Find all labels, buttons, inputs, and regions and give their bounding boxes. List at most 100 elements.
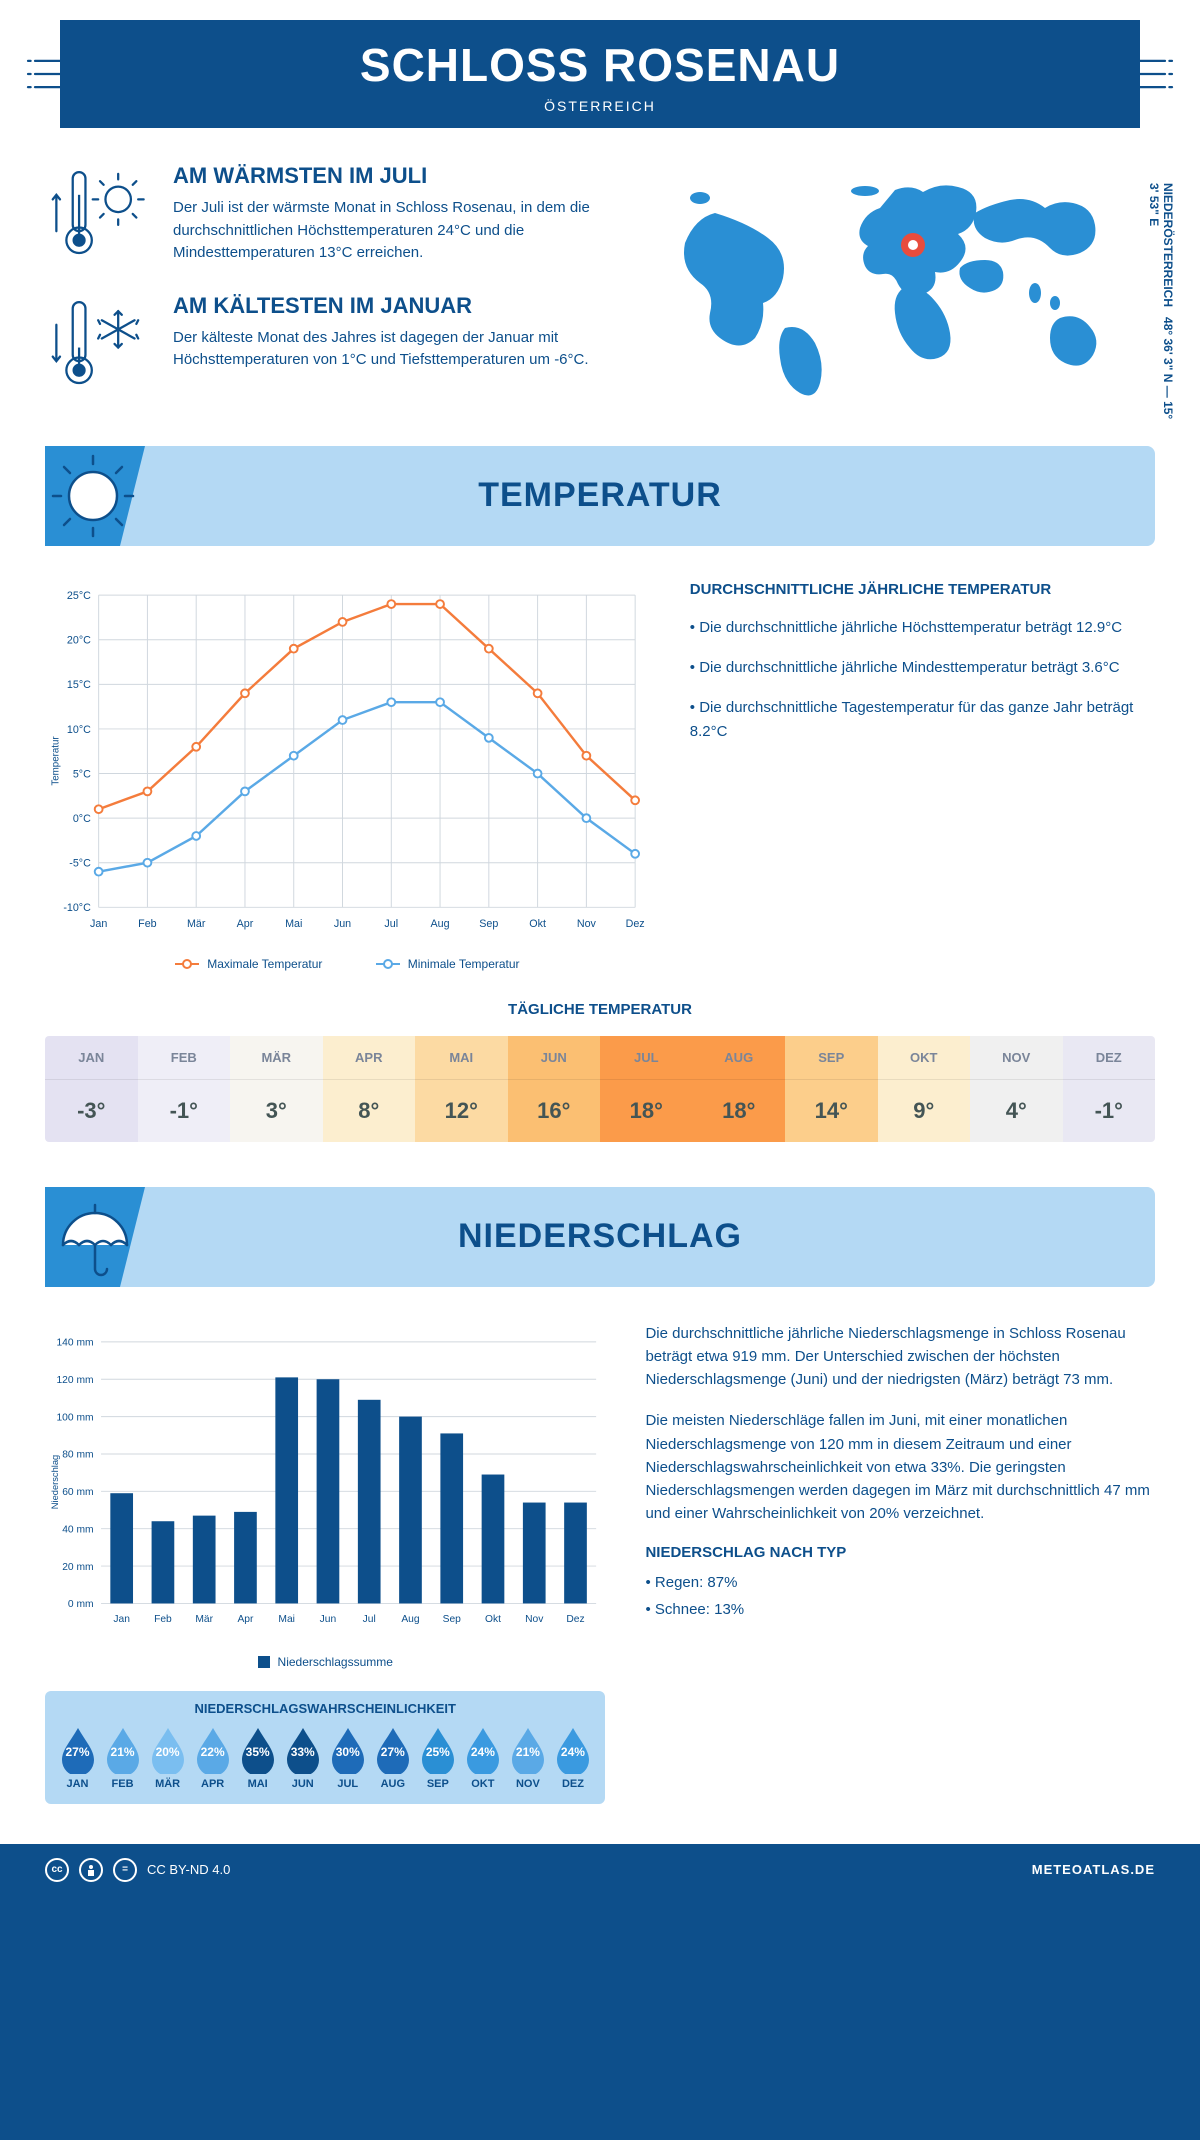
temp-info-pt-2: • Die durchschnittliche Tagestemperatur … [690,696,1155,744]
precip-info: Die durchschnittliche jährliche Niedersc… [645,1322,1155,1804]
daily-month-cell: MÄR [230,1036,323,1080]
page: SCHLOSS ROSENAU ÖSTERREICH AM WÄRMSTEN I… [0,0,1200,1896]
svg-text:Aug: Aug [401,1614,420,1625]
warmest-title: AM WÄRMSTEN IM JULI [173,163,625,189]
daily-month-cell: APR [323,1036,416,1080]
daily-value-cell: 12° [415,1080,508,1142]
sun-section-icon [45,446,165,546]
daily-value-cell: 16° [508,1080,601,1142]
coldest-block: AM KÄLTESTEN IM JANUAR Der kälteste Mona… [45,293,625,393]
temperature-body: -10°C-5°C0°C5°C10°C15°C20°C25°CJanFebMär… [45,581,1155,971]
page-subtitle: ÖSTERREICH [60,98,1140,114]
intro-text-col: AM WÄRMSTEN IM JULI Der Juli ist der wär… [45,163,625,421]
nd-icon: = [113,1858,137,1882]
daily-value-cell: 18° [600,1080,693,1142]
daily-value-cell: 8° [323,1080,416,1142]
svg-text:Dez: Dez [626,917,645,929]
svg-text:Jul: Jul [363,1614,376,1625]
svg-text:Jun: Jun [334,917,351,929]
daily-temp-title: TÄGLICHE TEMPERATUR [0,1001,1200,1018]
prob-title: NIEDERSCHLAGSWAHRSCHEINLICHKEIT [57,1701,593,1716]
daily-temp-grid: JANFEBMÄRAPRMAIJUNJULAUGSEPOKTNOVDEZ-3°-… [45,1036,1155,1142]
daily-month-cell: JAN [45,1036,138,1080]
thermometer-sun-icon [45,163,155,263]
prob-cell: 21%FEB [102,1726,143,1790]
precip-bar-chart: 0 mm20 mm40 mm60 mm80 mm100 mm120 mm140 … [45,1322,605,1642]
temperature-section-header: TEMPERATUR [45,446,1155,546]
svg-text:20°C: 20°C [67,634,91,646]
daily-value-cell: 4° [970,1080,1063,1142]
prob-cell: 22%APR [192,1726,233,1790]
precip-body: 0 mm20 mm40 mm60 mm80 mm100 mm120 mm140 … [45,1322,1155,1804]
svg-text:Okt: Okt [529,917,546,929]
precip-left: 0 mm20 mm40 mm60 mm80 mm100 mm120 mm140 … [45,1322,605,1804]
footer-license: cc = CC BY-ND 4.0 [45,1858,230,1882]
daily-month-cell: JUL [600,1036,693,1080]
coldest-title: AM KÄLTESTEN IM JANUAR [173,293,625,319]
svg-text:80 mm: 80 mm [62,1449,93,1460]
svg-text:Aug: Aug [431,917,450,929]
svg-text:120 mm: 120 mm [56,1374,93,1385]
prob-cell: 33%JUN [282,1726,323,1790]
svg-text:Mär: Mär [195,1614,213,1625]
daily-month-cell: NOV [970,1036,1063,1080]
daily-month-cell: FEB [138,1036,231,1080]
svg-text:Jan: Jan [113,1614,130,1625]
svg-text:Jun: Jun [320,1614,337,1625]
precip-para-2: Die meisten Niederschläge fallen im Juni… [645,1409,1155,1525]
svg-text:15°C: 15°C [67,679,91,691]
warmest-text: Der Juli ist der wärmste Monat in Schlos… [173,197,625,265]
svg-text:60 mm: 60 mm [62,1487,93,1498]
license-text: CC BY-ND 4.0 [147,1862,230,1877]
temperature-chart-wrap: -10°C-5°C0°C5°C10°C15°C20°C25°CJanFebMär… [45,581,650,971]
svg-text:140 mm: 140 mm [56,1337,93,1348]
svg-text:40 mm: 40 mm [62,1524,93,1535]
precip-legend: Niederschlagssumme [45,1655,605,1671]
svg-text:Dez: Dez [566,1614,584,1625]
daily-month-cell: SEP [785,1036,878,1080]
svg-text:-10°C: -10°C [63,902,91,914]
daily-value-cell: 18° [693,1080,786,1142]
svg-text:10°C: 10°C [67,723,91,735]
svg-text:Temperatur: Temperatur [51,735,62,785]
svg-text:Mai: Mai [278,1614,295,1625]
daily-month-cell: JUN [508,1036,601,1080]
prob-cell: 30%JUL [327,1726,368,1790]
daily-value-cell: 14° [785,1080,878,1142]
prob-cell: 25%SEP [417,1726,458,1790]
prob-cell: 24%OKT [462,1726,503,1790]
precip-type-0: • Regen: 87% [645,1571,1155,1594]
thermometer-snow-icon [45,293,155,393]
title-banner: SCHLOSS ROSENAU ÖSTERREICH [60,20,1140,128]
svg-text:Jan: Jan [90,917,107,929]
precip-section-header: NIEDERSCHLAG [45,1187,1155,1287]
prob-cell: 21%NOV [507,1726,548,1790]
precip-type-title: NIEDERSCHLAG NACH TYP [645,1544,1155,1561]
prob-cell: 20%MÄR [147,1726,188,1790]
coordinates: NIEDERÖSTERREICH 48° 36' 3" N — 15° 3' 5… [1147,183,1175,421]
daily-value-cell: -1° [138,1080,231,1142]
footer: cc = CC BY-ND 4.0 METEOATLAS.DE [0,1844,1200,1896]
prob-cell: 27%AUG [372,1726,413,1790]
temp-info-pt-1: • Die durchschnittliche jährliche Mindes… [690,656,1155,680]
svg-text:0°C: 0°C [73,813,91,825]
svg-text:Mai: Mai [285,917,302,929]
by-icon [79,1858,103,1882]
umbrella-section-icon [45,1187,165,1287]
prob-cell: 35%MAI [237,1726,278,1790]
temperature-info: DURCHSCHNITTLICHE JÄHRLICHE TEMPERATUR •… [690,581,1155,971]
daily-month-cell: AUG [693,1036,786,1080]
svg-text:Feb: Feb [154,1614,172,1625]
svg-text:Jul: Jul [384,917,398,929]
footer-site: METEOATLAS.DE [1032,1862,1155,1877]
svg-text:Apr: Apr [237,917,254,929]
precip-heading: NIEDERSCHLAG [458,1217,742,1256]
svg-text:100 mm: 100 mm [56,1412,93,1423]
temp-info-pt-0: • Die durchschnittliche jährliche Höchst… [690,616,1155,640]
temp-legend: Maximale Temperatur Minimale Temperatur [45,954,650,971]
intro-row: AM WÄRMSTEN IM JULI Der Juli ist der wär… [45,163,1155,421]
coldest-text: Der kälteste Monat des Jahres ist dagege… [173,327,625,372]
daily-month-cell: OKT [878,1036,971,1080]
svg-text:20 mm: 20 mm [62,1561,93,1572]
svg-text:Nov: Nov [577,917,597,929]
